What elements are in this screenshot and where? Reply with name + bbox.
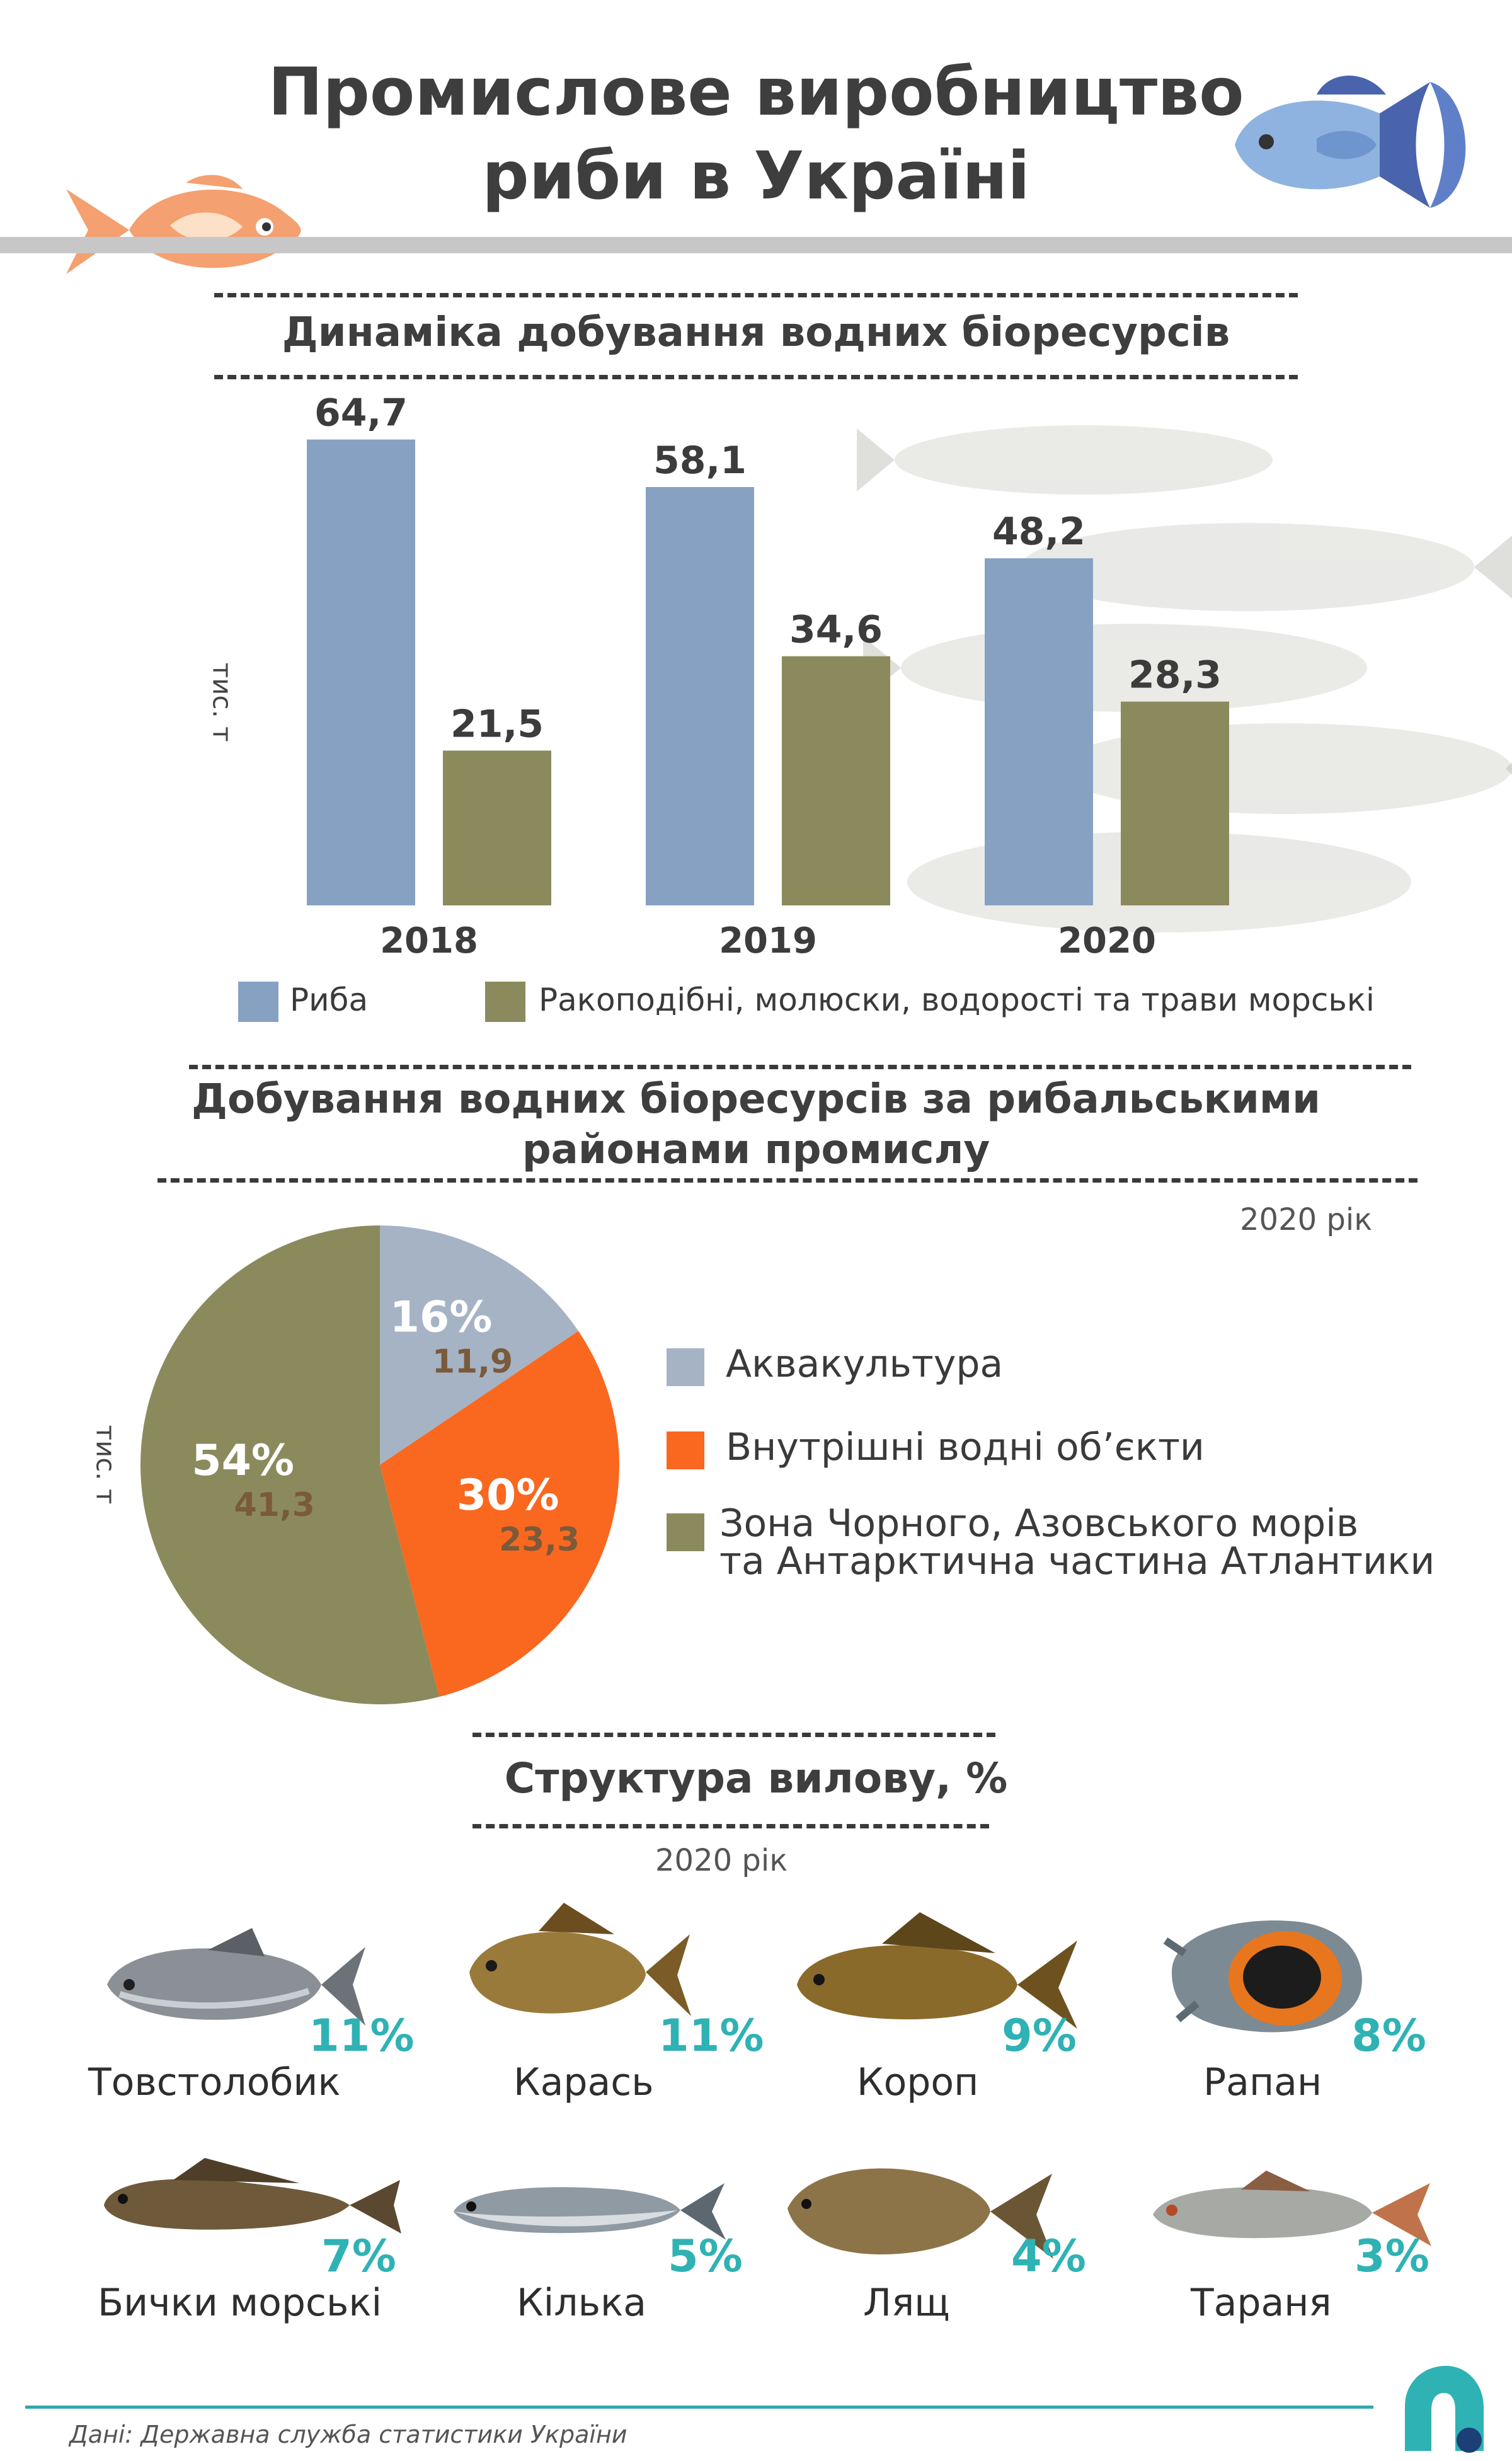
pie-legend-label-aquaculture: Аквакультура: [726, 1342, 1004, 1386]
page-title: Промислове виробництво риби в Україні: [0, 50, 1512, 218]
section1-dash-bottom: [214, 375, 1298, 379]
section2-dash-top: [189, 1065, 1411, 1069]
bar-x-tick-label: 2019: [719, 921, 817, 961]
section2-title: Добування водних біоресурсів за рибальсь…: [126, 1074, 1386, 1175]
catch-name-bighead-carp: Товстолобик: [88, 2060, 341, 2104]
pie-legend-label-inland: Внутрішні водні об’єкти: [726, 1425, 1205, 1469]
section2-title-line2: районами промислу: [522, 1127, 990, 1173]
pie-slice-2: [140, 1225, 440, 1704]
pie-legend-swatch-inland: [667, 1431, 704, 1469]
bar-value-label: 21,5: [450, 702, 544, 746]
catch-pct-goby: 7%: [321, 2230, 396, 2282]
bar-value-label: 28,3: [1128, 653, 1222, 697]
legend-label-other: Ракоподібні, молюски, водорості та трави…: [539, 982, 1375, 1018]
rapana-shell-icon: [1163, 1920, 1362, 2033]
section2-title-line1: Добування водних біоресурсів за рибальсь…: [192, 1076, 1320, 1123]
bar-value-label: 48,2: [992, 510, 1085, 554]
catch-year-note: 2020 рік: [655, 1843, 788, 1878]
pie-chart: 16%11,9 30%23,3 54%41,3: [140, 1225, 620, 1704]
catch-pct-rapana: 8%: [1351, 2010, 1426, 2062]
legend-swatch-other: [485, 982, 525, 1022]
section3-dash-bottom: [472, 1824, 989, 1828]
bar-value-label: 58,1: [653, 439, 747, 483]
pie-slice-0: [380, 1225, 579, 1465]
catch-name-bream: Лящ: [863, 2281, 950, 2325]
pie-slice-1: [380, 1331, 620, 1697]
bar-2018-series-0: [307, 439, 415, 905]
catch-pct-bighead-carp: 11%: [309, 2010, 415, 2062]
legend-swatch-fish: [238, 982, 278, 1022]
catch-pct-bream: 4%: [1011, 2230, 1086, 2282]
section2-dash-bottom: [158, 1178, 1418, 1183]
roach-icon: [1153, 2171, 1431, 2246]
pie-pct-label: 30%: [457, 1471, 559, 1520]
pie-value-label: 41,3: [234, 1486, 314, 1524]
catch-name-sprat: Кілька: [517, 2281, 646, 2325]
bream-icon: [788, 2168, 1053, 2259]
catch-name-carp: Короп: [857, 2060, 979, 2104]
goby-icon: [104, 2158, 401, 2234]
bar-x-tick-label: 2018: [380, 921, 478, 961]
catch-name-goby: Бички морські: [98, 2281, 382, 2325]
section3-dash-top: [472, 1733, 995, 1737]
bar-value-label: 64,7: [314, 391, 408, 435]
catch-pct-sprat: 5%: [668, 2230, 743, 2282]
source-note: Дані: Державна служба статистики України: [69, 2421, 627, 2448]
bar-2020-series-1: [1121, 701, 1229, 905]
bar-2018-series-1: [443, 750, 551, 905]
pie-value-label: 23,3: [499, 1521, 580, 1559]
bar-value-label: 34,6: [789, 608, 883, 652]
bar-2019-series-0: [646, 487, 754, 905]
section3-title: Структура вилову, %: [504, 1754, 1008, 1803]
catch-pct-crucian-carp: 11%: [658, 2010, 764, 2062]
pie-legend-label-sea-line2: та Антарктична частина Атлантики: [719, 1539, 1435, 1583]
bar-x-tick-label: 2020: [1058, 921, 1156, 961]
catch-name-crucian-carp: Карась: [513, 2060, 654, 2104]
sprat-icon: [454, 2183, 726, 2240]
pie-legend-swatch-sea: [667, 1513, 704, 1551]
pie-pct-label: 16%: [390, 1293, 493, 1343]
bar-2019-series-1: [782, 656, 890, 905]
catch-name-roach: Тараня: [1191, 2281, 1332, 2325]
pie-value-label: 11,9: [432, 1343, 513, 1381]
pie-legend-label-sea: Зона Чорного, Азовського морів та Антарк…: [719, 1505, 1435, 1580]
catch-name-rapana: Рапан: [1203, 2060, 1322, 2104]
blue-fish-icon: [1235, 76, 1466, 208]
crucian-carp-icon: [469, 1903, 691, 2016]
section1-dash-top: [214, 293, 1298, 297]
carp-icon: [797, 1912, 1077, 2029]
pie-year-note: 2020 рік: [1240, 1202, 1373, 1237]
catch-pct-roach: 3%: [1354, 2230, 1429, 2282]
pie-pct-label: 54%: [192, 1436, 294, 1486]
header-divider: [0, 237, 1512, 253]
page-title-line1: Промислове виробництво: [268, 54, 1244, 130]
footer-line: [25, 2406, 1373, 2409]
bar-2020-series-0: [985, 558, 1093, 905]
page-title-line2: риби в Україні: [482, 137, 1030, 215]
publisher-logo-icon: [1405, 2366, 1484, 2453]
section1-title: Динаміка добування водних біоресурсів: [282, 309, 1230, 356]
catch-pct-carp: 9%: [1002, 2010, 1077, 2062]
pie-legend-swatch-aquaculture: [667, 1348, 704, 1386]
bighead-carp-icon: [107, 1928, 365, 2026]
bar-chart: 64,7 21,5 2018 58,1 34,6 2019 48,2 28,3 2020: [307, 391, 1229, 961]
legend-label-fish: Риба: [290, 982, 369, 1018]
pie-legend-label-sea-line1: Зона Чорного, Азовського морів: [719, 1501, 1359, 1546]
